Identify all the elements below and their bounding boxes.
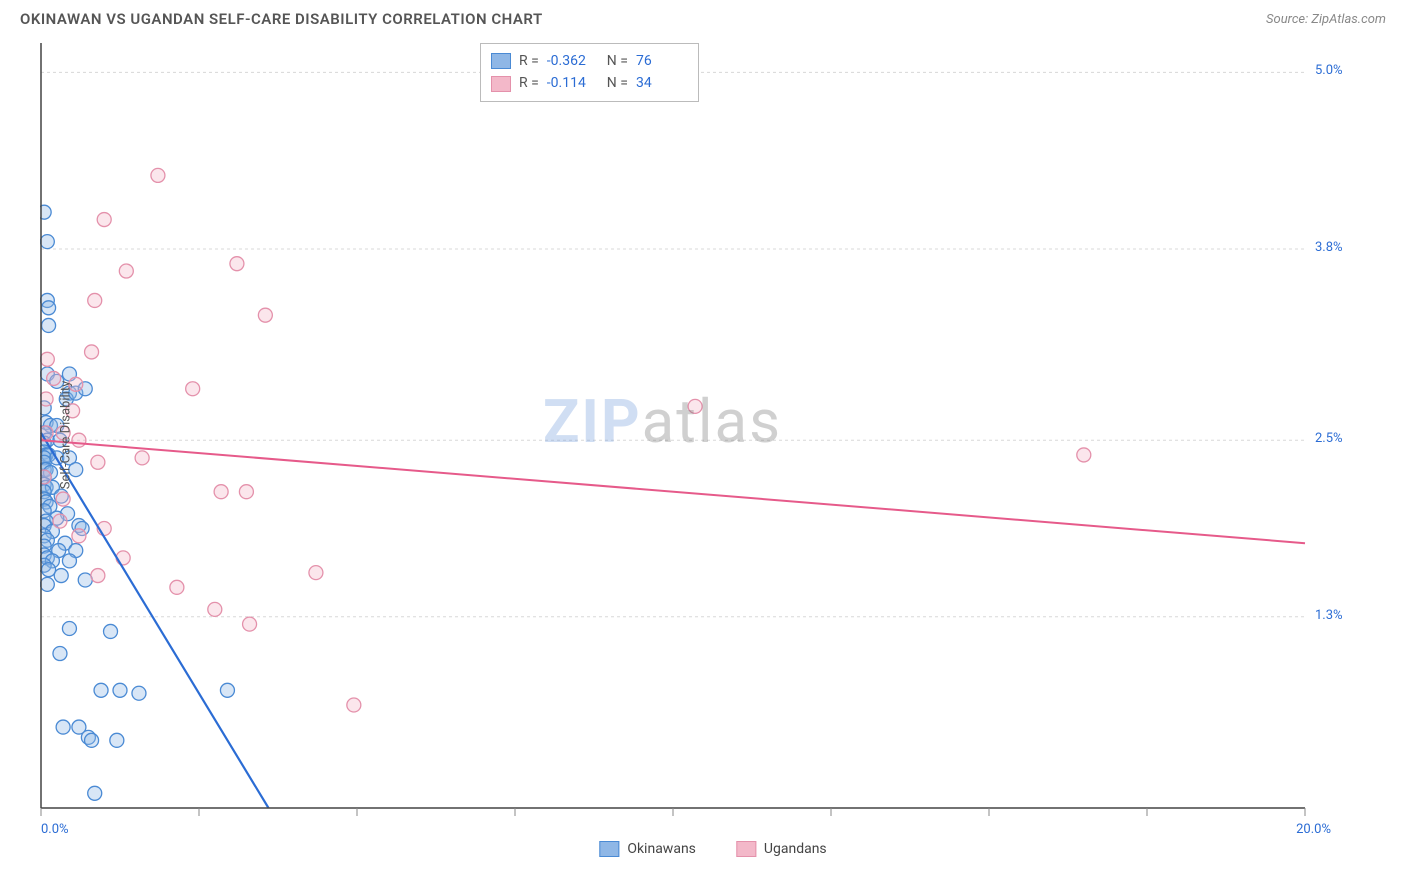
series-swatch: [736, 841, 756, 857]
data-point: [170, 580, 184, 594]
scatter-chart: [40, 38, 1360, 828]
n-label: N =: [607, 50, 628, 72]
stats-row: R = -0.114 N = 34: [491, 72, 688, 94]
chart-container: Self-Care Disability ZIPatlas R =-0.362N…: [40, 38, 1386, 832]
data-point: [42, 563, 56, 577]
data-point: [42, 301, 56, 315]
data-point: [309, 566, 323, 580]
n-value: 76: [636, 50, 688, 72]
data-point: [239, 485, 253, 499]
data-point: [53, 647, 67, 661]
data-point: [42, 318, 56, 332]
r-value: -0.362: [547, 50, 599, 72]
data-point: [88, 293, 102, 307]
data-point: [85, 345, 99, 359]
data-point: [208, 602, 222, 616]
data-point: [104, 624, 118, 638]
data-point: [97, 213, 111, 227]
data-point: [258, 308, 272, 322]
chart-title: OKINAWAN VS UGANDAN SELF-CARE DISABILITY…: [20, 10, 543, 28]
data-point: [62, 622, 76, 636]
data-point: [94, 683, 108, 697]
x-tick-label: 0.0%: [41, 822, 69, 837]
y-tick-label: 2.5%: [1315, 431, 1343, 446]
y-tick-label: 5.0%: [1315, 63, 1343, 78]
n-value: 34: [636, 72, 688, 94]
chart-source: Source: ZipAtlas.com: [1266, 12, 1386, 27]
data-point: [85, 733, 99, 747]
data-point: [40, 577, 54, 591]
series-swatch: [491, 53, 511, 69]
r-label: R =: [519, 50, 539, 72]
data-point: [688, 399, 702, 413]
y-tick-label: 1.3%: [1315, 608, 1343, 623]
data-point: [40, 235, 54, 249]
n-label: N =: [607, 72, 628, 94]
data-point: [214, 485, 228, 499]
bottom-legend: Okinawans Ugandans: [599, 841, 826, 857]
data-point: [113, 683, 127, 697]
trend-line: [41, 433, 269, 808]
data-point: [88, 786, 102, 800]
series-swatch: [491, 76, 511, 92]
data-point: [186, 382, 200, 396]
data-point: [135, 451, 149, 465]
data-point: [53, 514, 67, 528]
data-point: [40, 352, 54, 366]
r-label: R =: [519, 72, 539, 94]
data-point: [56, 492, 70, 506]
data-point: [116, 551, 130, 565]
x-tick-label: 20.0%: [1296, 822, 1331, 837]
data-point: [132, 686, 146, 700]
chart-header: OKINAWAN VS UGANDAN SELF-CARE DISABILITY…: [0, 0, 1406, 28]
y-tick-label: 3.8%: [1315, 240, 1343, 255]
data-point: [151, 168, 165, 182]
data-point: [40, 392, 53, 406]
legend-label: Okinawans: [627, 841, 696, 857]
legend-item: Okinawans: [599, 841, 696, 857]
data-point: [230, 257, 244, 271]
y-axis-label: Self-Care Disability: [59, 381, 74, 489]
data-point: [1077, 448, 1091, 462]
series-swatch: [599, 841, 619, 857]
data-point: [220, 683, 234, 697]
legend-label: Ugandans: [764, 841, 827, 857]
legend-item: Ugandans: [736, 841, 827, 857]
stats-row: R = -0.362 N = 76: [491, 50, 688, 72]
stats-legend-box: R = -0.362 N = 76 R = -0.114 N = 34: [480, 43, 699, 102]
data-point: [119, 264, 133, 278]
data-point: [56, 720, 70, 734]
data-point: [347, 698, 361, 712]
data-point: [91, 569, 105, 583]
trend-line: [41, 440, 1305, 543]
data-point: [72, 433, 86, 447]
data-point: [78, 573, 92, 587]
data-point: [62, 554, 76, 568]
data-point: [110, 733, 124, 747]
data-point: [72, 529, 86, 543]
data-point: [54, 569, 68, 583]
data-point: [91, 455, 105, 469]
data-point: [243, 617, 257, 631]
r-value: -0.114: [547, 72, 599, 94]
